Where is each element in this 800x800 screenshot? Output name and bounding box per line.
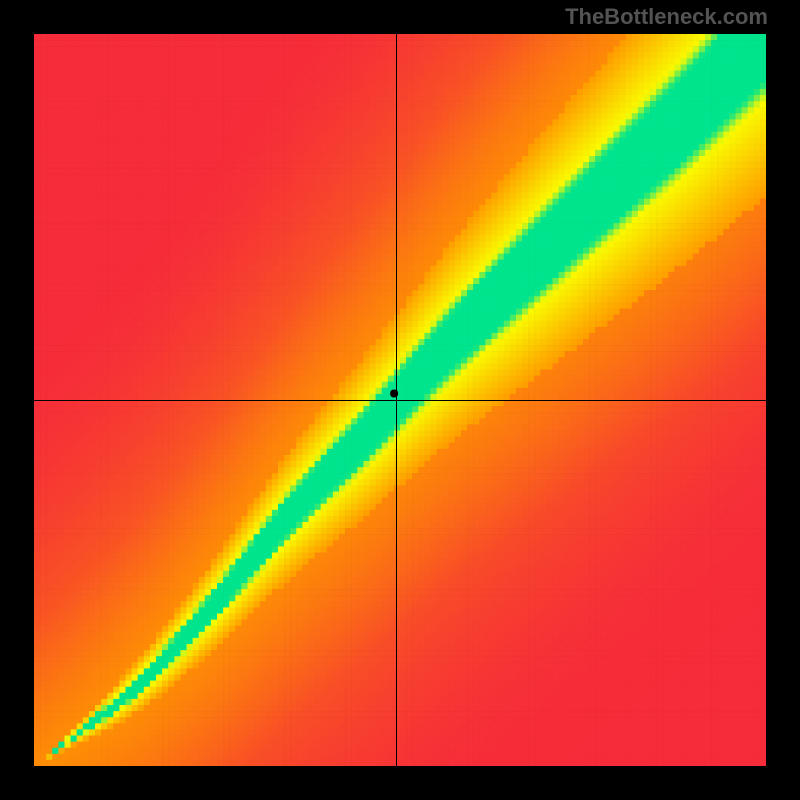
watermark-text: TheBottleneck.com: [565, 4, 768, 30]
bottleneck-heatmap: [0, 0, 800, 800]
